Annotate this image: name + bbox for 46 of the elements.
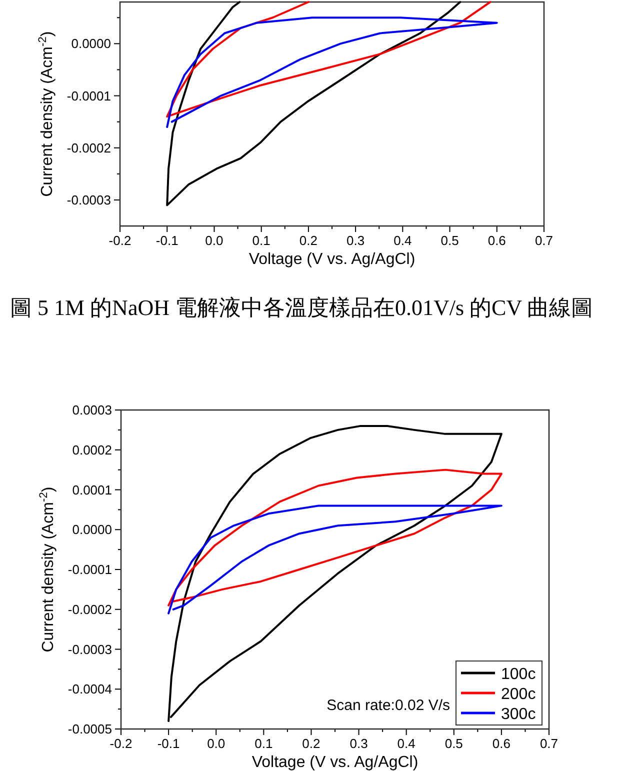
y-tick-label: 0.0002	[72, 442, 112, 458]
x-tick-label: -0.2	[108, 233, 132, 248]
x-tick-label: 0.2	[299, 233, 318, 248]
y-tick-label: -0.0002	[68, 602, 112, 617]
y-tick-label: -0.0001	[66, 88, 111, 104]
x-tick-label: 0.4	[394, 233, 412, 248]
line-series	[168, 424, 502, 722]
x-tick-label: -0.1	[157, 736, 180, 751]
x-tick-label: 0.7	[540, 736, 558, 751]
x-tick-label: 0.0	[205, 233, 224, 248]
x-tick-label: 0.0	[207, 736, 226, 751]
line-series	[166, 16, 498, 128]
line-series	[166, 1, 492, 118]
x-tick-label: 0.1	[252, 233, 270, 248]
caption: 圖 5 1M 的NaOH 電解液中各溫度樣品在0.01V/s 的CV 曲線圖	[10, 295, 594, 320]
y-tick-label: -0.0001	[68, 562, 112, 577]
y-tick-label: 0.0000	[72, 522, 112, 538]
line-series	[166, 1, 462, 206]
y-tick-label: -0.0003	[66, 192, 111, 208]
x-tick-label: 0.1	[254, 736, 273, 751]
x-tick-label: 0.3	[346, 233, 365, 248]
x-tick-label: 0.5	[440, 233, 459, 248]
x-axis-title: Voltage (V vs. Ag/AgCl)	[248, 251, 416, 268]
y-tick-label: 0.0001	[72, 482, 112, 498]
legend-label: 200c	[501, 686, 536, 703]
y-tick-label: -0.0003	[68, 642, 112, 657]
x-tick-label: 0.3	[350, 736, 368, 751]
x-tick-label: 0.6	[492, 736, 510, 751]
y-tick-label: -0.0002	[66, 140, 111, 156]
line-series	[168, 504, 502, 614]
x-axis-title: Voltage (V vs. Ag/AgCl)	[252, 754, 418, 771]
x-tick-label: 0.2	[302, 736, 320, 751]
legend-label: 100c	[501, 666, 536, 683]
y-tick-label: 0.0000	[71, 36, 111, 52]
x-tick-label: 0.5	[444, 736, 463, 751]
x-tick-label: 0.7	[534, 233, 554, 248]
x-tick-label: 0.4	[397, 736, 416, 751]
legend-label: 300c	[501, 706, 536, 723]
y-tick-label: 0.0003	[72, 402, 112, 418]
line-series	[168, 468, 502, 606]
x-tick-label: -0.2	[110, 736, 132, 751]
annotation: Scan rate:0.02 V/s	[326, 697, 450, 714]
y-tick-label: -0.0004	[68, 682, 112, 697]
x-tick-label: -0.1	[156, 233, 178, 248]
y-tick-label: -0.0005	[68, 722, 112, 736]
x-tick-label: 0.6	[488, 233, 506, 248]
